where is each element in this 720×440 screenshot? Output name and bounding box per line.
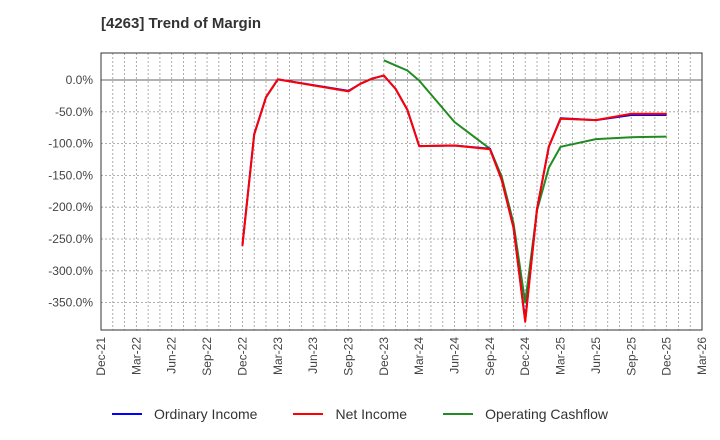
x-tick-label: Jun-22 [165, 337, 179, 374]
x-tick-label: Dec-21 [94, 337, 108, 376]
y-tick-label: -300.0% [48, 264, 93, 278]
legend-item-ordinary-income: Ordinary Income [111, 406, 258, 422]
chart-title: [4263] Trend of Margin [101, 15, 262, 32]
x-tick-label: Sep-25 [624, 337, 638, 376]
legend-item-net-income: Net Income [293, 406, 407, 422]
x-tick-label: Jun-24 [448, 337, 462, 374]
x-tick-label: Jun-23 [306, 337, 320, 374]
x-tick-label: Mar-22 [129, 337, 143, 375]
y-tick-label: 0.0% [66, 73, 94, 87]
x-tick-label: Sep-22 [200, 337, 214, 376]
series-line-operating-cashflow [383, 59, 667, 304]
legend-label: Operating Cashflow [485, 406, 609, 422]
y-tick-label: -150.0% [48, 168, 93, 182]
y-tick-label: -100.0% [48, 137, 93, 151]
x-tick-label: Mar-25 [554, 337, 568, 375]
legend: Ordinary Income Net Income Operating Cas… [0, 406, 720, 422]
y-tick-label: -50.0% [55, 105, 93, 119]
x-tick-label: Dec-23 [377, 337, 391, 376]
x-tick-label: Jun-25 [589, 337, 603, 374]
y-tick-label: -200.0% [48, 200, 93, 214]
x-tick-label: Mar-24 [412, 337, 426, 375]
x-tick-label: Dec-22 [235, 337, 249, 376]
y-tick-label: -350.0% [48, 296, 93, 310]
x-tick-label: Mar-23 [271, 337, 285, 375]
legend-swatch-blue [111, 413, 142, 415]
legend-label: Ordinary Income [153, 406, 258, 422]
plot-frame [100, 52, 703, 331]
x-tick-label: Sep-24 [483, 337, 497, 376]
legend-swatch-red [293, 413, 324, 415]
x-tick-label: Dec-24 [518, 337, 532, 376]
legend-swatch-green [443, 413, 474, 415]
x-tick-label: Dec-25 [660, 337, 674, 376]
series-line-net-income [241, 74, 667, 323]
x-tick-label: Sep-23 [341, 337, 355, 376]
legend-item-operating-cashflow: Operating Cashflow [443, 406, 608, 422]
y-tick-label: -250.0% [48, 232, 93, 246]
x-tick-label: Mar-26 [695, 337, 709, 375]
legend-label: Net Income [335, 406, 408, 422]
